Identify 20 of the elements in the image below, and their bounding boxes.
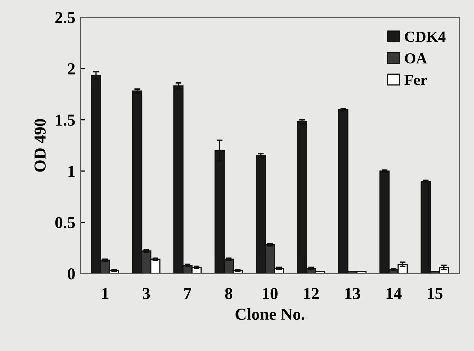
x-axis-title: Clone No. bbox=[236, 308, 305, 320]
legend-label: Fer bbox=[404, 75, 428, 86]
x-tick-label: 1 bbox=[102, 288, 109, 300]
x-tick-label: 3 bbox=[142, 288, 150, 300]
x-tick-label: 8 bbox=[225, 288, 233, 300]
x-tick-label: 12 bbox=[304, 288, 320, 300]
legend-label: CDK4 bbox=[405, 32, 446, 42]
y-tick-label: 1.5 bbox=[56, 114, 76, 126]
y-tick-label: 1 bbox=[68, 166, 75, 178]
legend-label: OA bbox=[405, 53, 428, 64]
x-tick-label: 14 bbox=[386, 288, 402, 300]
y-tick-label: 0 bbox=[68, 268, 76, 280]
x-tick-label: 10 bbox=[263, 288, 278, 300]
x-tick-label: 7 bbox=[184, 288, 192, 300]
x-tick-label: 15 bbox=[428, 288, 443, 300]
x-tick-label: 13 bbox=[346, 288, 360, 300]
y-axis-title: OD 490 bbox=[34, 119, 46, 172]
y-tick-label: 0.5 bbox=[56, 217, 76, 229]
y-tick-label: 2.5 bbox=[56, 12, 76, 24]
y-tick-label: 2 bbox=[68, 64, 76, 75]
